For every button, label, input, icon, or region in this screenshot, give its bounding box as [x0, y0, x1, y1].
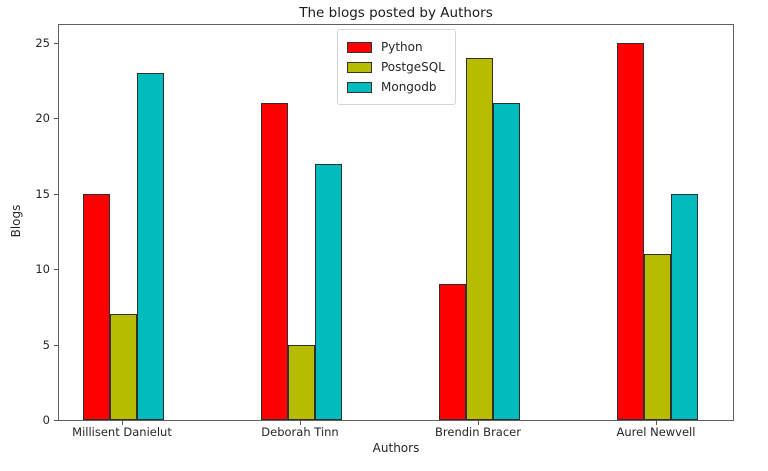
x-tick-mark	[122, 421, 123, 425]
legend: Python PostgeSQL Mongodb	[337, 29, 456, 105]
bar-postgesql-0	[109, 314, 137, 420]
y-tick-label: 5	[42, 337, 50, 352]
bar-mongodb-0	[136, 73, 164, 420]
x-tick-mark	[300, 421, 301, 425]
bar-python-3	[616, 43, 644, 420]
y-tick-mark	[54, 43, 58, 44]
legend-item-postgesql: PostgeSQL	[347, 57, 445, 77]
bar-group-1	[260, 25, 342, 420]
y-tick-mark	[54, 193, 58, 195]
legend-label: Mongodb	[381, 80, 437, 94]
bar-postgesql-1	[287, 345, 315, 420]
legend-swatch-icon	[347, 41, 372, 53]
bar-mongodb-2	[492, 103, 520, 420]
y-tick-label: 15	[35, 186, 50, 201]
bar-group-3	[616, 25, 698, 420]
legend-swatch-icon	[347, 61, 372, 73]
legend-item-python: Python	[347, 37, 445, 57]
legend-label: PostgeSQL	[381, 60, 445, 74]
bar-mongodb-1	[314, 164, 342, 420]
bar-python-0	[82, 194, 110, 420]
y-tick-label: 0	[42, 413, 50, 427]
bar-postgesql-3	[643, 254, 671, 420]
y-tick-mark	[54, 344, 58, 346]
x-tick-label-3: Aurel Newvell	[616, 425, 696, 439]
bar-group-0	[82, 25, 164, 420]
plot-area: Python PostgeSQL Mongodb	[58, 24, 734, 421]
x-tick-label-0: Millisent Danielut	[72, 425, 172, 439]
x-axis-label: Authors	[372, 441, 420, 455]
legend-item-mongodb: Mongodb	[347, 77, 445, 97]
y-tick-label: 25	[35, 36, 50, 50]
bar-mongodb-3	[670, 194, 698, 420]
bar-group-2	[438, 25, 520, 420]
legend-label: Python	[381, 40, 423, 54]
y-tick-label: 10	[35, 262, 50, 277]
y-axis-label: Blogs	[9, 204, 23, 238]
legend-swatch-icon	[347, 81, 372, 93]
bar-python-1	[260, 103, 288, 420]
y-tick-label: 20	[35, 111, 50, 126]
y-tick-mark	[54, 269, 58, 271]
x-tick-label-2: Brendin Bracer	[435, 425, 521, 439]
x-tick-mark	[656, 421, 657, 425]
chart-title: The blogs posted by Authors	[299, 5, 493, 21]
x-tick-mark	[478, 421, 479, 425]
y-tick-mark	[54, 420, 58, 421]
bar-python-2	[438, 284, 466, 420]
bar-postgesql-2	[465, 58, 493, 420]
y-tick-mark	[54, 118, 58, 120]
x-tick-label-1: Deborah Tinn	[261, 425, 339, 439]
